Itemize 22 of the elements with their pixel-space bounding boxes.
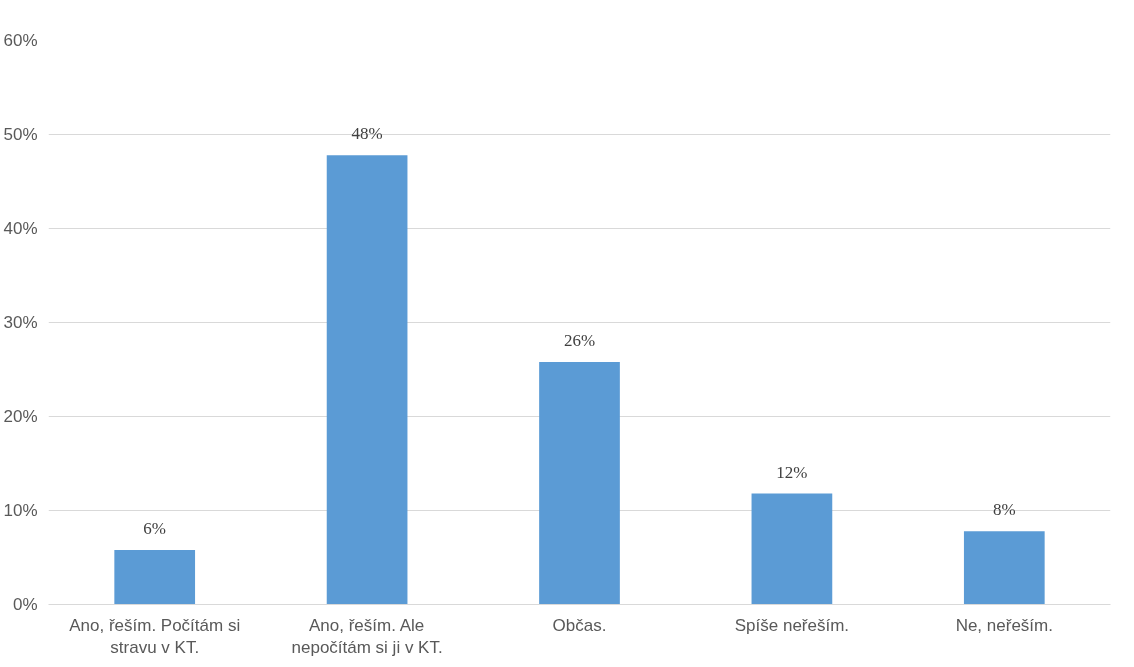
bar <box>751 493 833 605</box>
y-tick-label: 0% <box>12 595 38 614</box>
y-tick-label: 20% <box>3 407 38 426</box>
y-tick-label: 10% <box>3 501 38 520</box>
x-tick-label: Spíše neřeším. <box>734 615 850 635</box>
bar <box>539 361 620 605</box>
y-tick-label: 40% <box>3 219 38 238</box>
y-tick-label: 60% <box>3 31 38 50</box>
data-label: 6% <box>143 518 167 538</box>
x-tick-label: Ne, neřeším. <box>955 615 1053 635</box>
data-label: 8% <box>992 500 1016 520</box>
bar <box>326 155 408 605</box>
bar <box>963 531 1045 605</box>
data-label: 12% <box>776 462 808 482</box>
bar <box>114 549 196 605</box>
data-label: 26% <box>563 330 596 350</box>
y-tick-label: 30% <box>3 313 38 332</box>
x-tick-label: Ano, řeším. Ale nepočítám si ji v KT. <box>291 615 443 658</box>
y-tick-label: 50% <box>3 125 38 144</box>
data-label: 48% <box>351 124 383 144</box>
x-tick-label: Ano, řeším. Počítám si stravu v KT. <box>69 615 241 658</box>
x-tick-label: Občas. <box>552 615 607 635</box>
